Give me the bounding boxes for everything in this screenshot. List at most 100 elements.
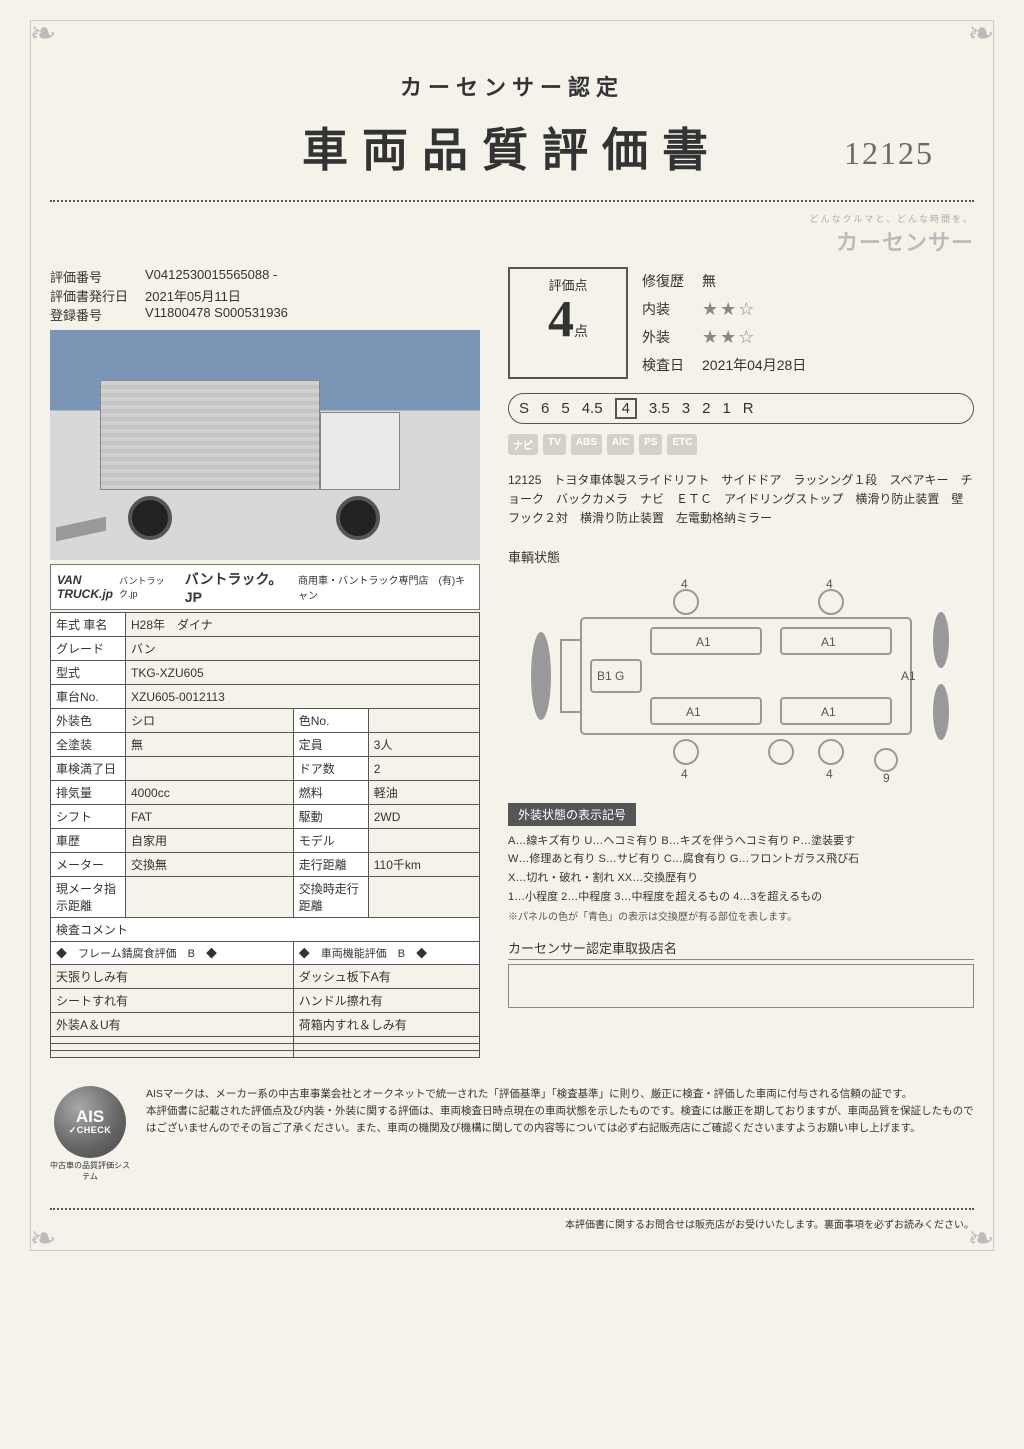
vehicle-diagram: 4 4 A1 A1 B1 G A1 A1 A1 4 4 9 [508, 570, 974, 790]
scale-step: 6 [541, 400, 549, 417]
spec-val [368, 709, 479, 733]
handwritten-number: 12125 [844, 135, 934, 172]
interior-label: 内装 [642, 299, 702, 319]
spec-val [368, 829, 479, 853]
spec-val [126, 877, 294, 918]
spec-key: 車台No. [51, 685, 126, 709]
svg-text:4: 4 [681, 577, 688, 591]
spec-key: 車歴 [51, 829, 126, 853]
spec-val: バン [126, 637, 480, 661]
spec-val: 2 [368, 757, 479, 781]
spec-val: 110千km [368, 853, 479, 877]
scale-step: 4 [615, 398, 637, 419]
comment-cell [51, 1037, 294, 1044]
scale-step: R [743, 400, 754, 417]
meta-value: 2021年05月11日 [145, 286, 241, 305]
comment-cell [293, 1044, 479, 1051]
spec-val: H28年 ダイナ [126, 613, 480, 637]
ais-badge-icon: AIS ✓CHECK [54, 1086, 126, 1158]
dealer-name-title: カーセンサー認定車取扱店名 [508, 938, 974, 960]
inspect-label: 検査日 [642, 355, 702, 375]
option-badges: ナビTVABSA/CPSETC [508, 434, 974, 455]
dealer-name-box [508, 964, 974, 1008]
comment-cell: ハンドル擦れ有 [293, 989, 479, 1013]
comment-cell: ダッシュ板下A有 [293, 965, 479, 989]
spec-key: モデル [293, 829, 368, 853]
brand-tagline: どんなクルマと、どんな時間を。 [50, 212, 974, 225]
comment-cell [51, 1044, 294, 1051]
dealer-logo: VAN [57, 573, 81, 587]
score-value: 4 [548, 291, 574, 348]
score-unit: 点 [574, 323, 588, 339]
spec-val: 無 [126, 733, 294, 757]
dealer-sub: 商用車・バントラック専門店 (有)キャン [298, 572, 473, 602]
spec-key: 年式 車名 [51, 613, 126, 637]
interior-stars: ★★☆ [702, 299, 756, 320]
scale-step: S [519, 400, 529, 417]
header-subtitle: カーセンサー認定 [50, 70, 974, 102]
legend-title: 外装状態の表示記号 [508, 803, 636, 826]
spec-key: 排気量 [51, 781, 126, 805]
spec-key: 燃料 [293, 781, 368, 805]
comment-cell [293, 1037, 479, 1044]
spec-val: 4000cc [126, 781, 294, 805]
svg-text:4: 4 [826, 767, 833, 781]
comment-cell: 外装A＆U有 [51, 1013, 294, 1037]
meta-value: V11800478 S000531936 [145, 305, 288, 324]
comment-cell [293, 1051, 479, 1058]
frame-header: ◆ フレーム錆腐食評価 B ◆ [51, 942, 294, 965]
exterior-label: 外装 [642, 327, 702, 347]
comment-cell: シートすれ有 [51, 989, 294, 1013]
divider [50, 200, 974, 202]
spec-val: TKG-XZU605 [126, 661, 480, 685]
svg-text:4: 4 [826, 577, 833, 591]
option-badge: TV [543, 434, 566, 455]
option-badge: A/C [607, 434, 634, 455]
exterior-stars: ★★☆ [702, 327, 756, 348]
ais-badge-sub: 中古車の品質評価システム [50, 1160, 130, 1182]
spec-key: 外装色 [51, 709, 126, 733]
spec-table: 年式 車名H28年 ダイナグレードバン型式TKG-XZU605車台No.XZU6… [50, 612, 480, 1058]
spec-key: ドア数 [293, 757, 368, 781]
diagram-title: 車輌状態 [508, 547, 974, 566]
spec-val: XZU605-0012113 [126, 685, 480, 709]
svg-text:A1: A1 [686, 705, 701, 719]
footer-divider [50, 1208, 974, 1210]
inspect-date: 2021年04月28日 [702, 355, 806, 375]
option-badge: PS [639, 434, 662, 455]
spec-key: シフト [51, 805, 126, 829]
meta-label: 評価書発行日 [50, 286, 145, 305]
brand-area: どんなクルマと、どんな時間を。 カーセンサー [50, 212, 974, 257]
spec-key: 交換時走行距離 [293, 877, 368, 918]
meta-label: 評価番号 [50, 267, 145, 286]
repair-value: 無 [702, 271, 716, 291]
option-badge: ETC [667, 434, 697, 455]
svg-text:A1: A1 [696, 635, 711, 649]
meta-block: 評価番号V0412530015565088 - 評価書発行日2021年05月11… [50, 267, 480, 324]
grade-scale: S654.543.5321R [508, 393, 974, 424]
vehicle-photo [50, 330, 480, 560]
score-box: 評価点 4点 修復歴無 内装★★☆ 外装★★☆ 検査日2021年04月28日 [508, 267, 974, 379]
scale-step: 2 [702, 400, 710, 417]
option-badge: ABS [571, 434, 602, 455]
brand-logo: カーセンサー [50, 225, 974, 257]
func-header: ◆ 車両機能評価 B ◆ [293, 942, 479, 965]
spec-val [368, 877, 479, 918]
meta-value: V0412530015565088 - [145, 267, 277, 286]
spec-key: 駆動 [293, 805, 368, 829]
option-badge: ナビ [508, 434, 538, 455]
dealer-ruby: バントラック.jp [119, 574, 179, 600]
svg-text:4: 4 [681, 767, 688, 781]
spec-val: 軽油 [368, 781, 479, 805]
svg-text:B1 G: B1 G [597, 669, 624, 683]
svg-text:A1: A1 [821, 705, 836, 719]
footer-note: 本評価書に関するお問合せは販売店がお受けいたします。裏面事項を必ずお読みください… [50, 1216, 974, 1231]
spec-key: 走行距離 [293, 853, 368, 877]
ais-section: AIS ✓CHECK 中古車の品質評価システム AISマークは、メーカー系の中古… [50, 1086, 974, 1182]
scale-step: 4.5 [582, 400, 603, 417]
spec-val: 自家用 [126, 829, 294, 853]
svg-text:9: 9 [883, 771, 890, 785]
spec-val: FAT [126, 805, 294, 829]
repair-label: 修復歴 [642, 271, 702, 291]
spec-key: 車検満了日 [51, 757, 126, 781]
